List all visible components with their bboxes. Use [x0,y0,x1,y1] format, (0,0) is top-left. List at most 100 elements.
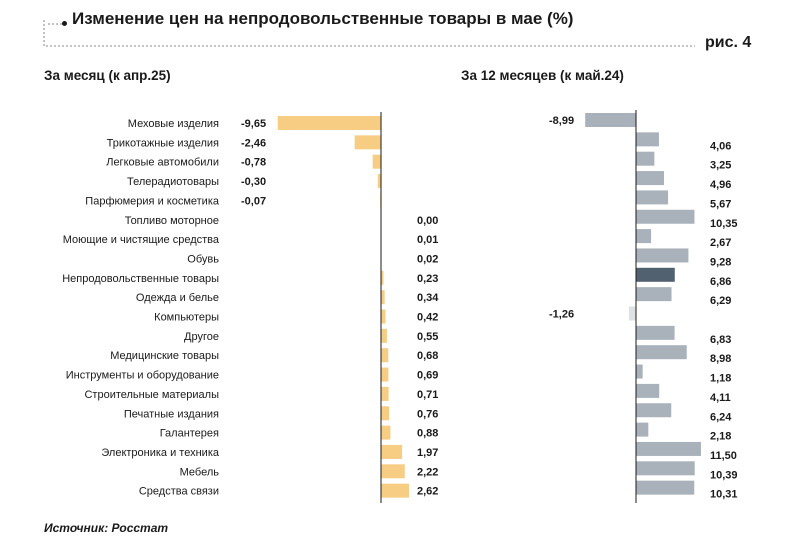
left-bar [381,348,389,363]
left-value-label: -2,46 [241,137,266,149]
source-note: Источник: Росстат [44,521,169,535]
left-bar [381,444,403,459]
right-bar [636,151,655,166]
left-bar [381,386,389,401]
left-bar [381,425,391,440]
category-label: Печатные издания [124,408,219,420]
right-bar [636,461,695,476]
right-value-label: 3,25 [710,160,731,172]
left-bar [381,328,387,343]
left-bar [277,116,381,130]
left-value-label: -0,78 [241,157,266,169]
left-chart-title: За месяц (к апр.25) [44,68,171,83]
right-bar [636,267,675,282]
right-bar [636,209,695,224]
right-bar [636,190,669,205]
left-value-label: 0,34 [417,292,439,304]
left-value-label: 0,88 [417,428,438,440]
left-value-label: 0,23 [417,273,438,285]
right-bar [636,345,687,360]
left-bar [381,464,405,479]
right-bar [585,113,636,127]
right-value-label: -8,99 [549,115,574,127]
right-value-label: 2,18 [710,431,731,443]
left-value-label: 0,42 [417,312,438,324]
right-bar [636,422,649,437]
right-value-label: 2,67 [710,237,731,249]
left-value-label: 1,97 [417,447,438,459]
left-value-label: 2,62 [417,486,438,498]
left-value-label: 2,22 [417,466,438,478]
right-value-label: 9,28 [710,256,731,268]
right-value-label: 4,11 [710,392,731,404]
title-marker [62,21,67,26]
category-label: Одежда и белье [136,292,219,304]
right-value-label: 8,98 [710,353,731,365]
right-bar [636,364,643,379]
right-bar [636,480,695,495]
left-bar [381,367,389,382]
right-value-label: 11,50 [710,450,737,462]
category-label: Инструменты и оборудование [66,370,219,382]
category-label: Меховые изделия [128,118,219,130]
left-bar [354,135,381,150]
right-bar [636,248,689,263]
right-chart-title: За 12 месяцев (к май.24) [461,68,624,83]
right-value-label: 6,29 [710,295,731,307]
right-value-label: 10,35 [710,218,738,230]
left-bar [381,270,384,285]
category-label: Телерадиотовары [127,176,219,188]
right-value-label: 5,67 [710,198,731,210]
category-label: Моющие и чистящие средства [63,234,220,246]
category-label: Средства связи [139,486,219,498]
category-label: Обувь [187,253,219,265]
right-bar [636,287,672,302]
left-value-label: 0,68 [417,350,438,362]
right-bar [636,132,659,147]
category-label: Строительные материалы [84,389,219,401]
left-value-label: -0,30 [241,176,266,188]
left-bar [381,290,385,305]
category-label: Электроника и техника [101,447,219,459]
left-value-label: 0,01 [417,234,438,246]
left-bar [381,406,390,421]
category-label: Медицинские товары [110,350,219,362]
left-value-label: 0,76 [417,408,438,420]
right-value-label: 4,06 [710,140,731,152]
category-label: Галантерея [160,428,219,440]
right-bar [636,383,660,398]
right-bar [636,171,665,186]
right-value-label: 6,83 [710,334,731,346]
figure-label: рис. 4 [705,34,752,51]
right-value-label: 10,31 [710,489,738,501]
right-value-label: 6,24 [710,411,732,423]
right-bar [628,306,636,321]
left-value-label: 0,00 [417,215,438,227]
category-label: Легковые автомобили [106,157,219,169]
category-label: Трикотажные изделия [107,137,219,149]
category-label: Мебель [180,466,220,478]
right-bar [636,403,672,418]
left-bar [381,483,410,498]
left-value-label: -0,07 [241,195,266,207]
right-bar [636,325,675,340]
right-bar [636,441,701,456]
category-label: Непродовольственные товары [62,273,219,285]
category-label: Другое [184,331,219,343]
category-label: Топливо моторное [125,215,219,227]
category-label: Парфюмерия и косметика [85,195,220,207]
right-value-label: 4,96 [710,179,731,191]
left-value-label: -9,65 [241,118,266,130]
right-value-label: 6,86 [710,276,731,288]
right-value-label: 1,18 [710,373,731,385]
left-value-label: 0,55 [417,331,438,343]
left-value-label: 0,02 [417,253,438,265]
left-bar [372,154,381,169]
left-bar [381,309,386,324]
category-label: Компьютеры [154,312,219,324]
left-value-label: 0,69 [417,370,438,382]
chart-title: Изменение цен на непродовольственные тов… [72,9,574,28]
right-value-label: 10,39 [710,469,738,481]
